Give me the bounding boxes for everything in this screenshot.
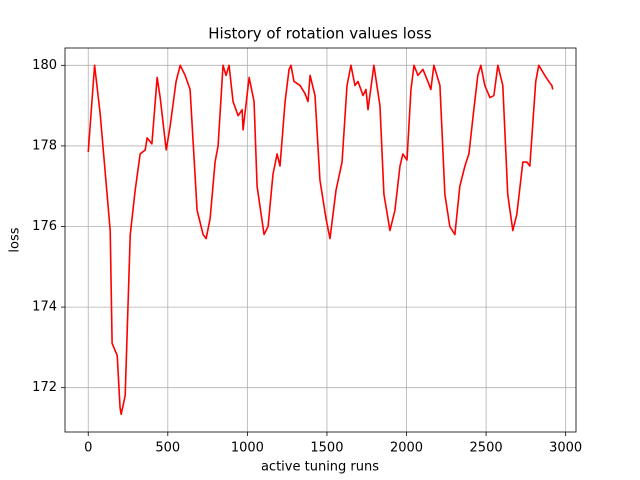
plot-area: 0 500 1000 1500 2000 2500 3000 172 174 176 178 180 <box>32 47 582 456</box>
y-tick-label: 172 <box>32 380 57 395</box>
y-tick-label: 176 <box>32 219 57 234</box>
data-line <box>87 64 554 416</box>
axes-frame <box>64 47 577 433</box>
x-tick-label: 2000 <box>390 441 423 456</box>
x-tick-label: 2500 <box>470 441 503 456</box>
x-axis-label: active tuning runs <box>261 460 379 475</box>
y-tick-label: 178 <box>32 138 57 153</box>
y-tick-label: 174 <box>32 300 57 315</box>
y-axis-label: loss <box>8 227 23 252</box>
y-tick-label: 180 <box>32 58 57 73</box>
x-tick-label: 1000 <box>231 441 264 456</box>
x-tick-label: 0 <box>84 441 92 456</box>
x-tick-label: 1500 <box>310 441 343 456</box>
chart-title: History of rotation values loss <box>208 25 432 43</box>
x-tick-label: 500 <box>155 441 180 456</box>
x-tick-label: 3000 <box>549 441 582 456</box>
